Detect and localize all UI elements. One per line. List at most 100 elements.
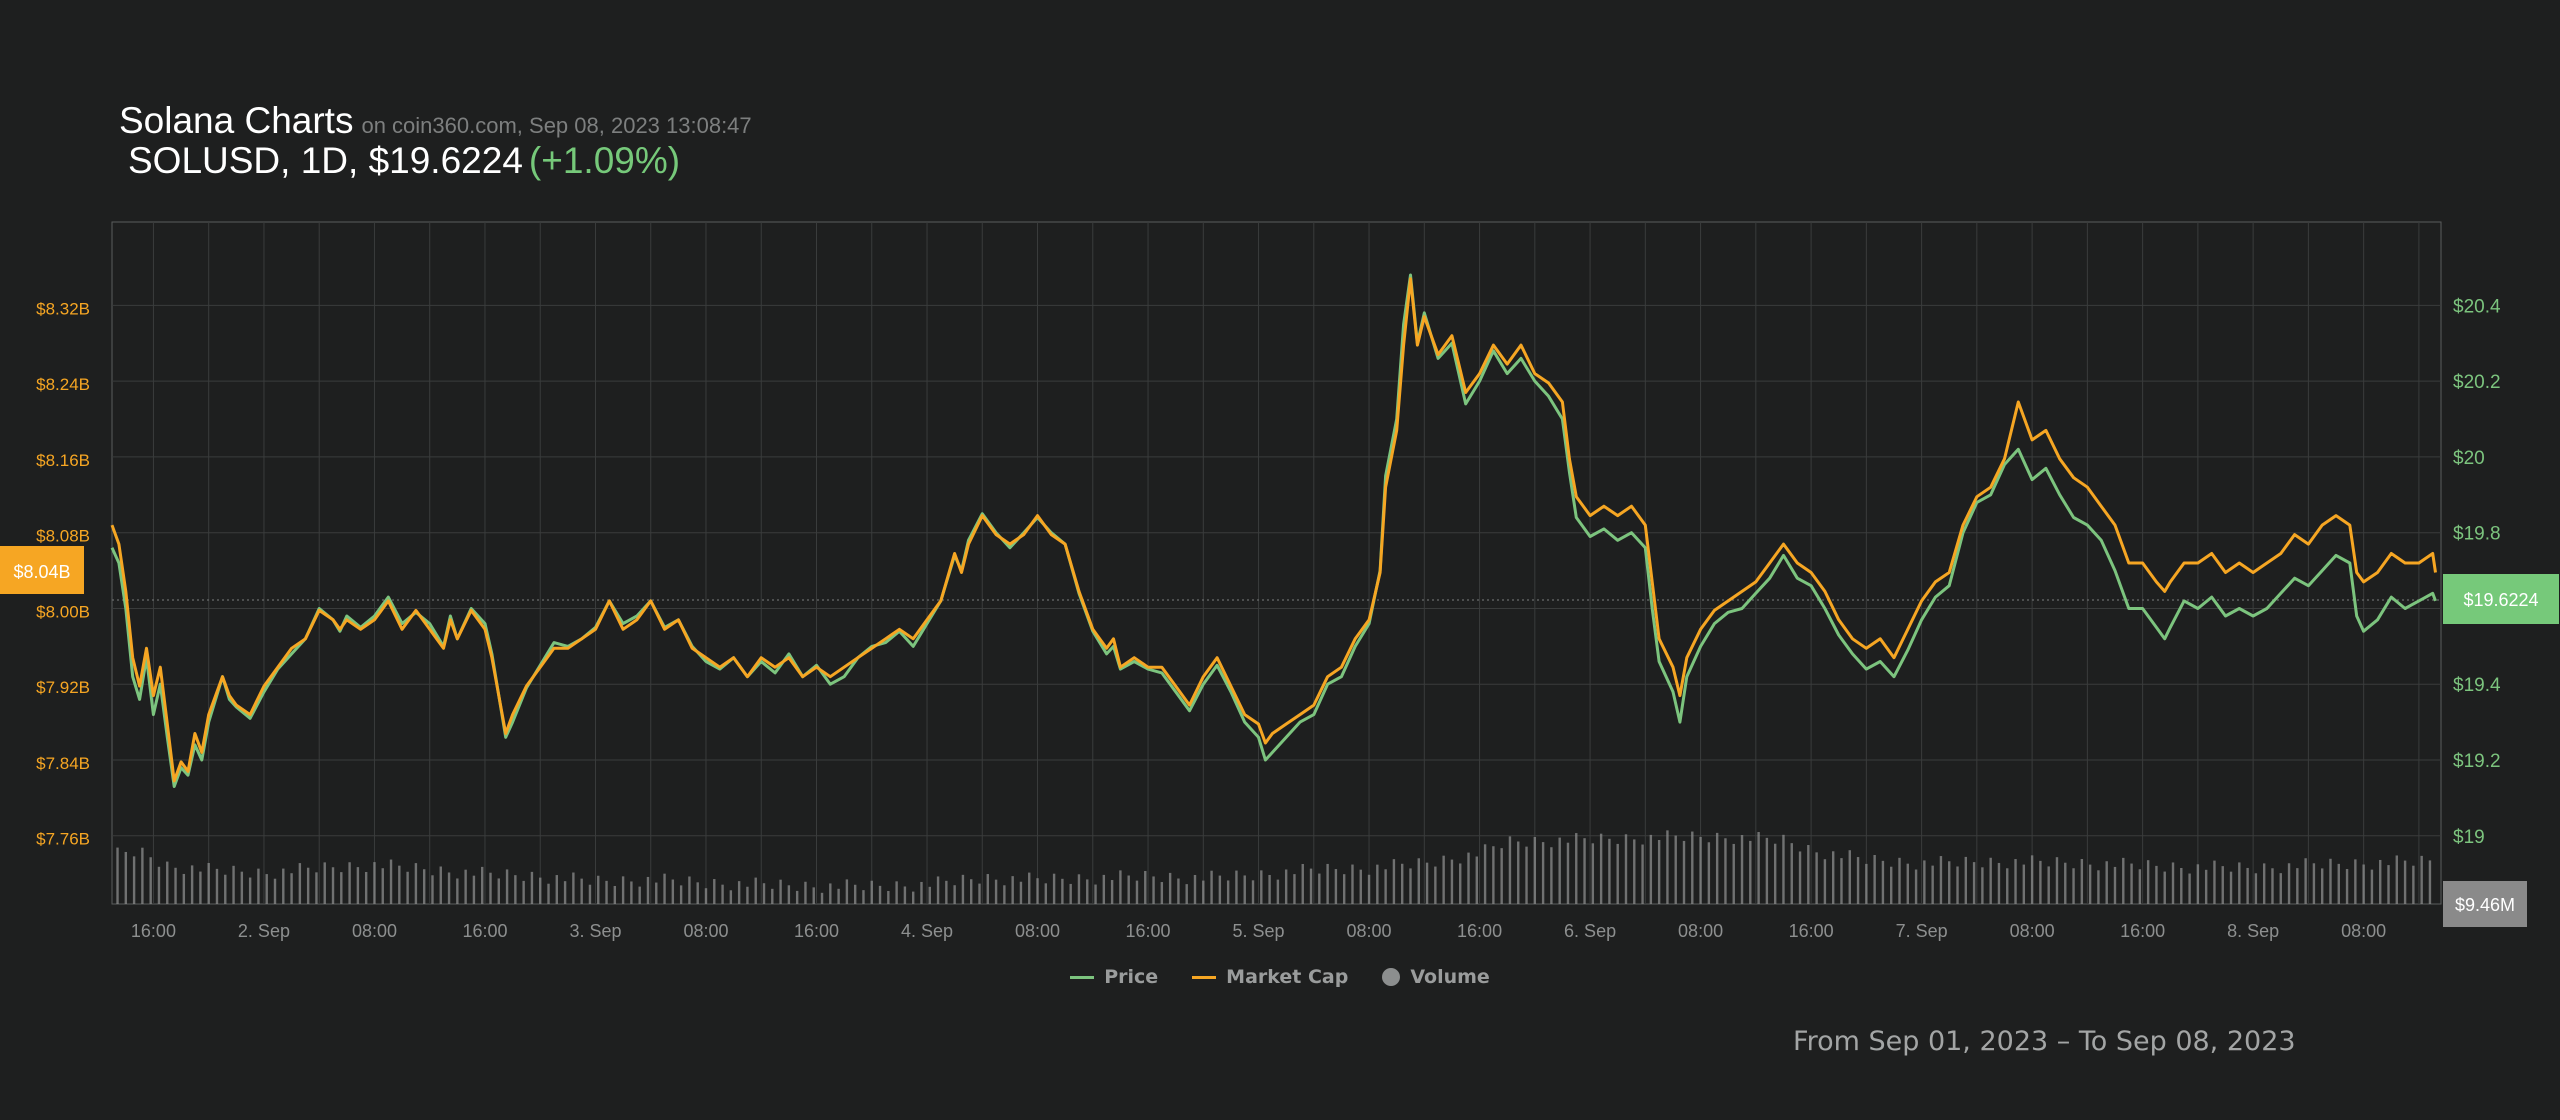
- volume-bar: [1517, 841, 1520, 904]
- volume-bar: [2379, 859, 2382, 904]
- chart-legend: Price Market Cap Volume: [0, 966, 2560, 988]
- volume-bar: [2163, 871, 2166, 904]
- volume-bar: [1848, 850, 1851, 904]
- volume-bar: [1550, 847, 1553, 904]
- volume-bar: [1599, 833, 1603, 904]
- price-change: (+1.09%): [528, 140, 681, 181]
- volume-bar: [2420, 855, 2423, 904]
- volume-bar: [1790, 843, 1793, 904]
- volume-bar: [1500, 848, 1503, 904]
- volume-bar: [2362, 864, 2365, 904]
- volume-bar: [829, 883, 832, 904]
- volume-bar: [936, 876, 940, 904]
- volume-bar: [1235, 870, 1238, 904]
- volume-bar: [447, 872, 451, 904]
- volume-bar: [1028, 872, 1031, 904]
- volume-bar: [563, 881, 567, 904]
- volume-bar: [1367, 874, 1371, 904]
- current-price-label: $19.6224: [2463, 590, 2538, 610]
- price-tick-label: $19.8: [2453, 524, 2501, 545]
- volume-bar: [2146, 860, 2150, 904]
- volume-bar: [630, 881, 633, 904]
- volume-bar: [953, 885, 956, 904]
- volume-bar: [1342, 874, 1346, 904]
- x-tick-label: 6. Sep: [1564, 921, 1616, 941]
- volume-bar: [2014, 859, 2017, 904]
- volume-bar: [2155, 865, 2158, 904]
- legend-item-volume[interactable]: Volume: [1382, 966, 1490, 988]
- volume-bar: [1110, 880, 1114, 904]
- volume-bar: [2006, 868, 2009, 904]
- volume-bar: [1566, 842, 1570, 904]
- volume-bar: [779, 879, 782, 904]
- volume-bar: [1715, 832, 1719, 904]
- volume-bar: [812, 887, 815, 904]
- volume-bar: [389, 859, 393, 904]
- volume-bar: [878, 885, 882, 904]
- volume-bar: [795, 890, 799, 904]
- volume-bar: [2088, 864, 2092, 904]
- volume-bar: [472, 875, 476, 904]
- market-cap-tick-label: $7.84B: [36, 754, 90, 773]
- volume-bar: [1036, 878, 1039, 904]
- volume-bar: [754, 877, 757, 904]
- volume-bar: [1094, 884, 1097, 904]
- volume-bar: [1691, 831, 1694, 904]
- price-series-line: [110, 273, 2437, 788]
- legend-item-price[interactable]: Price: [1070, 966, 1158, 988]
- volume-bar: [1906, 863, 1909, 904]
- volume-bar: [1160, 882, 1164, 904]
- volume-bar: [497, 878, 500, 904]
- volume-bar: [1492, 846, 1495, 904]
- volume-bar: [2238, 862, 2241, 904]
- volume-bar: [1583, 838, 1586, 904]
- volume-bar: [132, 856, 136, 904]
- volume-bar: [1508, 836, 1512, 904]
- volume-bar: [580, 878, 583, 904]
- volume-bar: [2204, 869, 2208, 904]
- volume-bar: [1284, 869, 1288, 904]
- market-cap-tick-label: $8.32B: [36, 299, 90, 318]
- volume-bar: [1276, 879, 1280, 904]
- current-market-cap-label: $8.04B: [13, 562, 70, 582]
- x-tick-label: 4. Sep: [901, 921, 953, 941]
- market-cap-tick-label: $8.16B: [36, 451, 90, 470]
- x-tick-label: 16:00: [1457, 921, 1502, 941]
- volume-bar: [2312, 863, 2316, 904]
- volume-bar: [1624, 834, 1628, 904]
- volume-bar: [348, 862, 351, 904]
- volume-bar: [182, 873, 186, 904]
- volume-bar: [199, 871, 202, 904]
- volume-bar: [1931, 865, 1934, 904]
- volume-bar: [920, 881, 923, 904]
- x-tick-label: 08:00: [683, 921, 728, 941]
- volume-bar: [406, 871, 409, 904]
- volume-bar: [514, 875, 517, 904]
- title-row: Solana Charts on coin360.com, Sep 08, 202…: [119, 100, 752, 142]
- legend-item-market-cap[interactable]: Market Cap: [1192, 966, 1348, 988]
- volume-bar: [2072, 868, 2075, 904]
- price-tick-label: $19: [2453, 827, 2485, 848]
- volume-bar: [2229, 871, 2233, 904]
- volume-bar: [166, 861, 169, 904]
- volume-bar: [1119, 870, 1122, 904]
- volume-bar: [1019, 881, 1023, 904]
- volume-bar: [1633, 839, 1636, 904]
- x-tick-label: 08:00: [1347, 921, 1392, 941]
- volume-bar: [2354, 859, 2357, 904]
- current-volume-box: [2443, 881, 2527, 927]
- volume-bar: [2428, 860, 2432, 904]
- volume-bar: [1260, 870, 1263, 904]
- volume-bar: [1923, 860, 1926, 904]
- symbol-line: SOLUSD, 1D, $19.6224: [128, 140, 523, 181]
- volume-bar: [1309, 868, 1313, 904]
- volume-bar: [2080, 859, 2084, 904]
- volume-bar: [282, 868, 285, 904]
- volume-bar: [116, 847, 119, 904]
- volume-bar: [663, 873, 666, 904]
- volume-bar: [356, 867, 360, 904]
- volume-bar: [2138, 869, 2142, 904]
- volume-bar: [2097, 870, 2100, 904]
- volume-bar: [1011, 876, 1014, 904]
